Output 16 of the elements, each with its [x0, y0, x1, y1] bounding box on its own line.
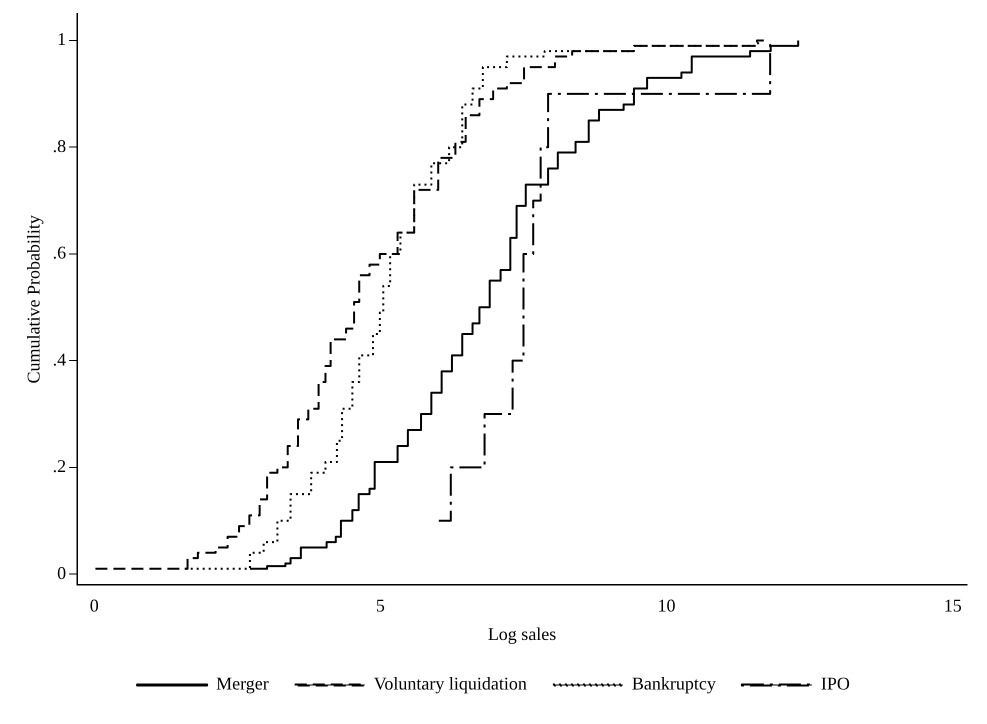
- legend-label: Voluntary liquidation: [374, 674, 527, 694]
- x-tick-label: 5: [376, 595, 385, 616]
- y-tick-label: .6: [52, 242, 66, 263]
- y-tick-label: .8: [52, 136, 66, 156]
- x-axis-title: Log sales: [488, 624, 556, 644]
- x-tick-label: 10: [658, 595, 676, 616]
- legend-label: Merger: [216, 674, 269, 694]
- y-tick-label: 1: [57, 29, 66, 50]
- x-tick-label: 15: [944, 595, 962, 616]
- y-tick-label: .2: [52, 456, 66, 476]
- legend-label: Bankruptcy: [632, 674, 716, 694]
- y-tick-label: .4: [52, 349, 66, 370]
- y-axis-title: Cumulative Probability: [24, 215, 44, 384]
- legend-label: IPO: [820, 674, 850, 694]
- y-tick-label: 0: [57, 562, 66, 583]
- x-tick-label: 0: [90, 595, 99, 616]
